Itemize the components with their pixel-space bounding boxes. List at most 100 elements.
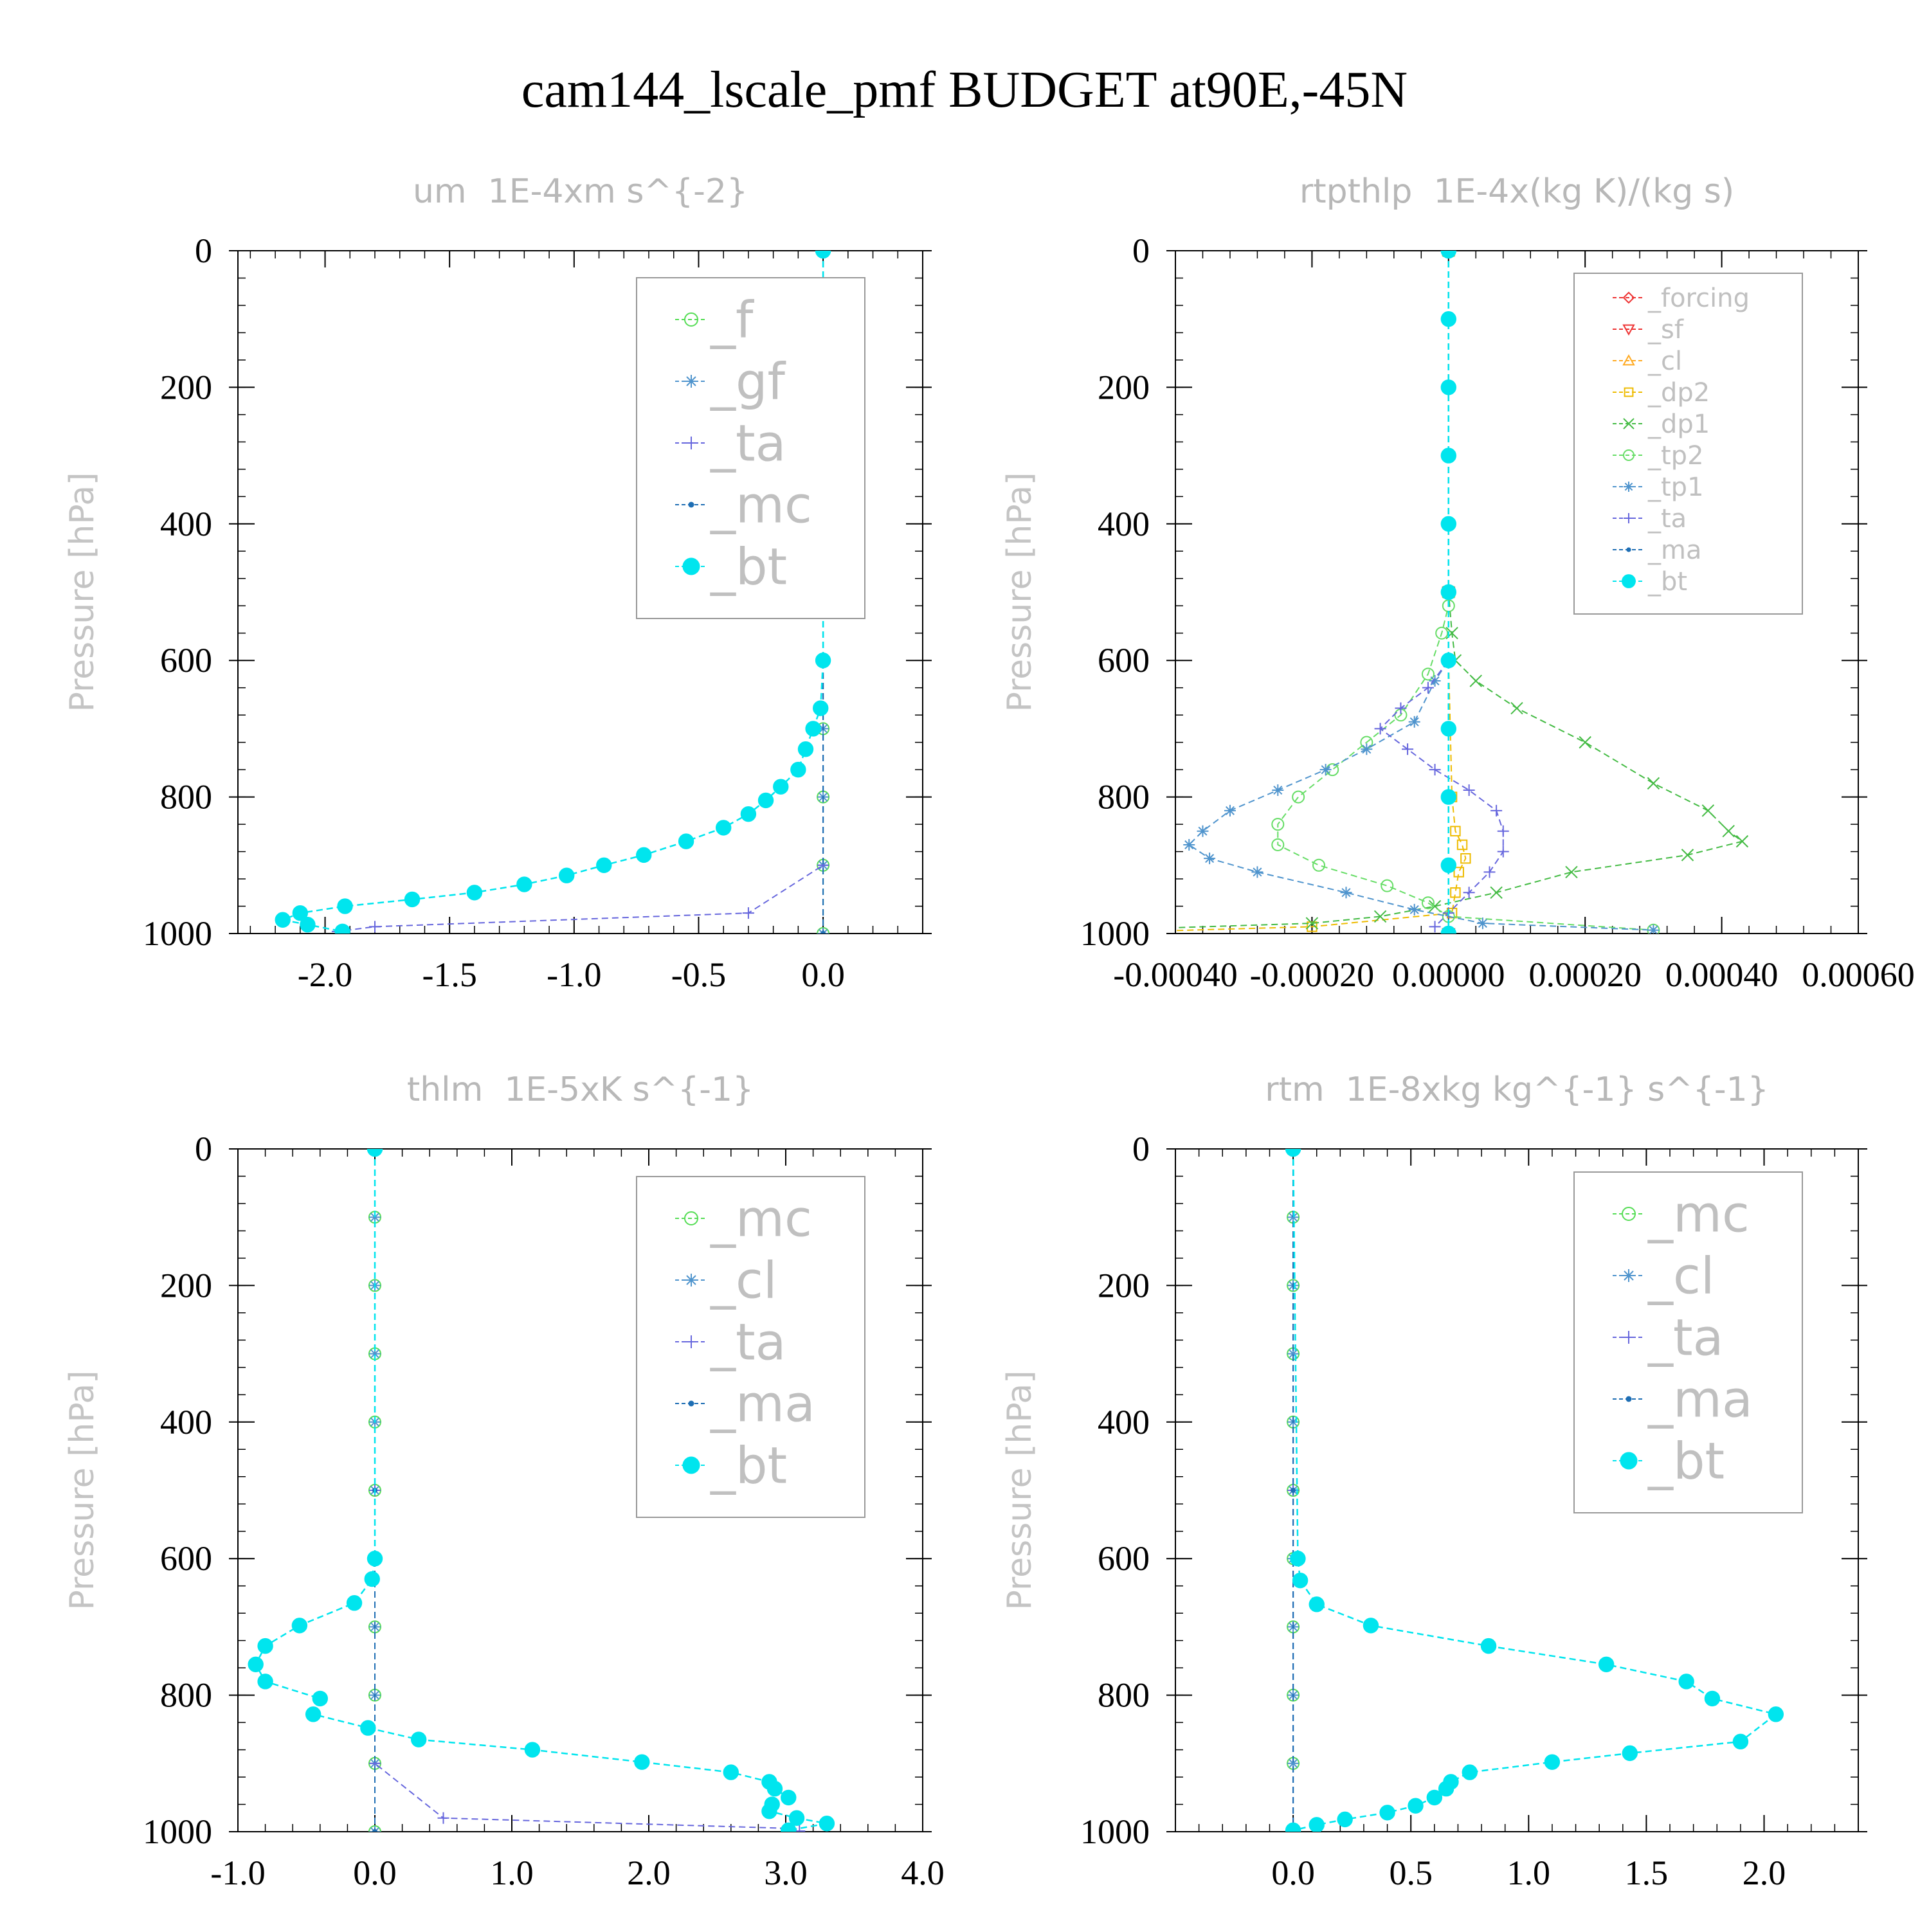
legend-box [1573, 273, 1803, 615]
x-tick-label: 0.5 [1389, 1854, 1433, 1892]
y-tick-label: 1000 [1080, 1812, 1150, 1851]
series-dp1-point [1722, 824, 1735, 838]
plot-frame [237, 1148, 923, 1832]
y-tick-label: 600 [1098, 1539, 1150, 1578]
legend-ma-marker [688, 1400, 694, 1407]
legend-ta-label: _ta [710, 1314, 786, 1371]
series-ta-point [1463, 887, 1475, 899]
x-tick-label: -0.00020 [1250, 955, 1374, 994]
y-tick-label: 0 [195, 231, 212, 270]
series-bt-point [334, 923, 350, 934]
legend: _mc_cl_ta_ma_bt [636, 1176, 865, 1518]
x-tick-label: 0.0 [1271, 1854, 1315, 1892]
series-bt-point [715, 820, 732, 836]
chart-panel-2: 0 200 400 600 800 1000-0.00040 -0.00020 0.00000… [1001, 172, 1915, 994]
series-bt-point [404, 891, 421, 908]
y-tick-label: 0 [1132, 231, 1150, 270]
series-tp1-point [1272, 784, 1284, 796]
series-dp1-point [1305, 917, 1319, 930]
legend: _mc_cl_ta_ma_bt [1573, 1171, 1803, 1513]
series-dp2-point [1460, 853, 1471, 864]
legend-bt-marker [1622, 574, 1636, 588]
series-bt-point [1292, 1572, 1309, 1589]
legend-bt-label: _bt [710, 538, 787, 596]
series-dp2-point [1450, 826, 1461, 836]
series-ma-point [372, 1828, 378, 1832]
series-tp1-point [1204, 853, 1216, 865]
series-dp1-point [1579, 736, 1591, 749]
chart-panel-3: 0 200 400 600 800 1000-1.0 0.0 1.0 2.0 3.0 4.0 thlm… [63, 1070, 945, 1892]
plot-data [248, 1149, 835, 1832]
legend-mc-label: _mc [710, 476, 812, 534]
series-bt-point [740, 806, 757, 822]
series-dp2-point [1453, 867, 1464, 878]
x-tick-label: 2.0 [1743, 1854, 1786, 1892]
series-bt-point [723, 1764, 739, 1780]
series-dp1-point [1647, 777, 1660, 790]
legend-cl-marker [685, 1274, 698, 1286]
legend-bt-label: _bt [1647, 567, 1687, 597]
series-ta-point [1402, 743, 1414, 755]
y-tick-label: 800 [1098, 1676, 1150, 1715]
series-bt-point [337, 898, 353, 914]
series-bt-point [248, 1656, 264, 1673]
legend-f-label: _f [710, 291, 754, 349]
series-ta-point [1429, 921, 1441, 933]
legend-sf-marker [1622, 324, 1635, 336]
legend-mc-marker [684, 1211, 698, 1225]
series-bt-point [1438, 1780, 1454, 1797]
legend-box [636, 277, 865, 619]
plot-frame [1175, 1148, 1859, 1832]
series-dp1-point [1681, 849, 1694, 862]
legend-ta-label: _ta [710, 415, 786, 473]
series-bt-point [790, 761, 806, 778]
y-tick-label: 200 [1098, 368, 1150, 406]
series-dp2-point [1450, 887, 1461, 898]
panel-title: rtm 1E-8xkg kg^{-1} s^{-1} [1265, 1070, 1769, 1109]
series-bt-point [1440, 857, 1457, 874]
series-bt-point [346, 1595, 363, 1611]
legend-ta-marker [1622, 1331, 1635, 1344]
y-tick-label: 400 [1098, 505, 1150, 543]
series-bt-point [1480, 1638, 1497, 1654]
series-ta-line [1379, 251, 1504, 928]
series-bt-point [312, 1690, 328, 1707]
series-bt-point [367, 1149, 383, 1157]
y-axis-label: Pressure [hPa] [63, 473, 102, 712]
legend-cl-marker [1622, 354, 1635, 366]
series-mc-point [820, 930, 826, 934]
series-tp2-point [1421, 667, 1435, 681]
legend-dp1-label: _dp1 [1647, 410, 1710, 439]
plot-frame [1175, 250, 1859, 934]
series-bt-point [257, 1674, 273, 1690]
series-bt-point [1462, 1764, 1478, 1780]
series-bt-point [466, 885, 483, 901]
legend-bt-marker [1620, 1452, 1638, 1470]
series-bt-point [1622, 1745, 1638, 1762]
legend-ma-marker [1626, 1396, 1632, 1402]
series-bt-point [1285, 1149, 1301, 1157]
series-bt-point [1440, 789, 1457, 805]
x-tick-label: -1.0 [210, 1854, 265, 1892]
series-tp2-point [1271, 838, 1285, 851]
series-tp1-line [1188, 251, 1654, 931]
legend-tp1-marker [1624, 482, 1634, 492]
legend-tp2-label: _tp2 [1647, 441, 1704, 471]
series-bt-point [596, 857, 612, 874]
y-tick-label: 800 [160, 1676, 212, 1715]
legend-ta-marker [1624, 513, 1634, 523]
series-ta-point [1497, 825, 1509, 837]
legend-ta-label: _ta [1647, 504, 1687, 534]
series-bt-point [766, 1780, 783, 1797]
series-bt-point [1440, 652, 1457, 669]
series-ma-point [1291, 1487, 1296, 1494]
legend-mc-label: _mc [1647, 1186, 1750, 1243]
plot-frame [237, 250, 923, 934]
panel-title: rtpthlp 1E-4x(kg K)/(kg s) [1300, 172, 1734, 211]
series-tp1-point [1408, 903, 1420, 916]
series-tp2-point [1435, 626, 1449, 640]
x-tick-label: 0.0 [801, 955, 845, 994]
chart-panel-1: 0 200 400 600 800 1000 -2.0 -1.5 -1.0 -0.5 0.0 um 1… [63, 172, 932, 994]
y-tick-label: 400 [160, 1403, 212, 1441]
